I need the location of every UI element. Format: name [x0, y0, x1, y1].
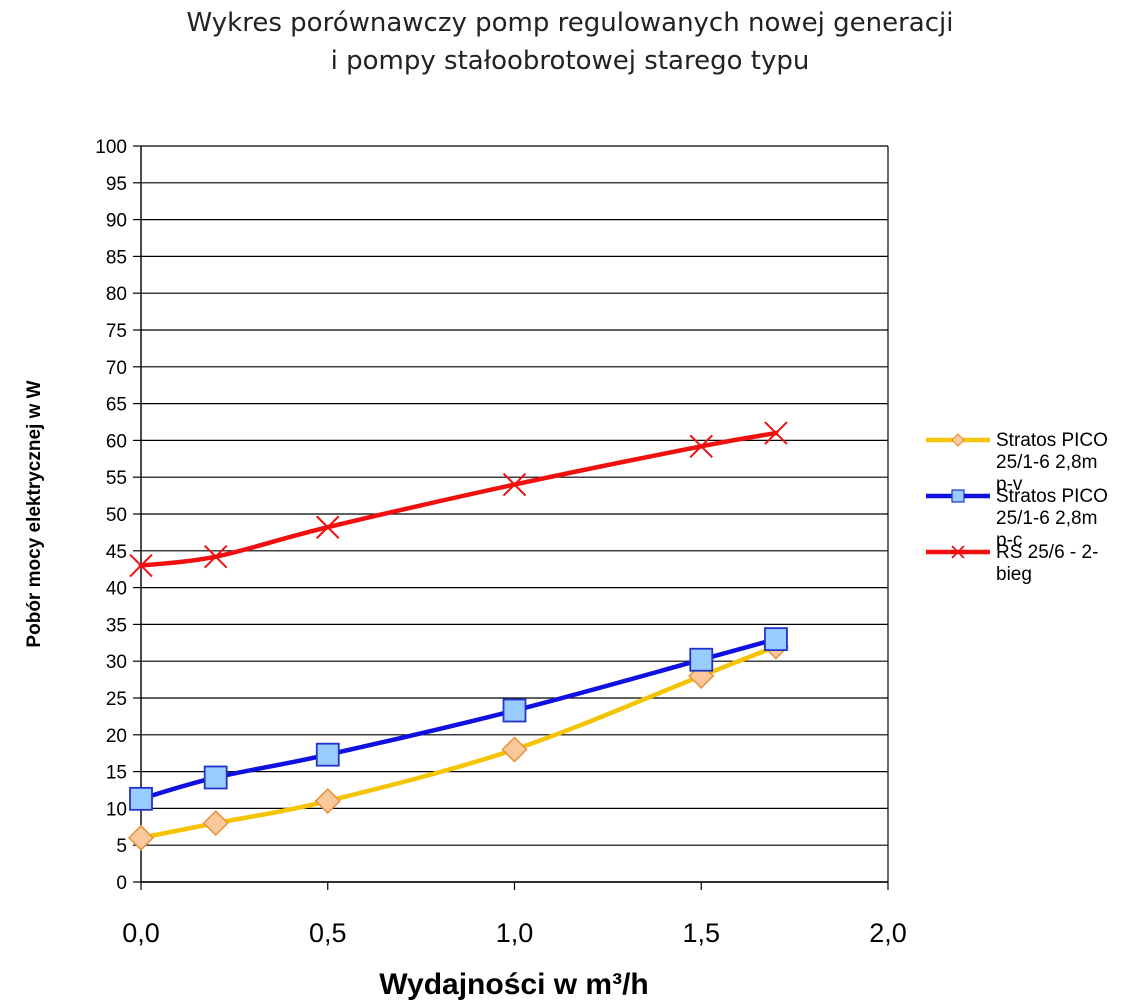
y-tick-label-60: 60	[106, 431, 127, 452]
legend-marker-0	[951, 433, 965, 447]
y-tick-label-30: 30	[106, 652, 127, 673]
y-tick-label-0: 0	[116, 873, 127, 894]
legend-label-1-line-0: Stratos PICO	[996, 486, 1108, 507]
series-2-point-1-stroke-b	[203, 544, 228, 569]
legend-label-1-line-2: p-c	[996, 530, 1022, 551]
series-line-1	[138, 636, 779, 802]
y-tick-label-85: 85	[106, 247, 127, 268]
series-2-point-2	[316, 515, 340, 539]
y-tick-label-50: 50	[106, 505, 127, 526]
chart-title-line-1: Wykres porównawczy pomp regulowanych now…	[186, 8, 954, 38]
chart-title: Wykres porównawczy pomp regulowanych now…	[0, 4, 1140, 80]
legend-marker-1	[951, 489, 965, 503]
y-tick-label-80: 80	[106, 284, 127, 305]
series-1-point-1	[203, 765, 228, 790]
series-2-point-4-stroke-b	[689, 434, 713, 458]
legend-label-0-line-2: p-v	[996, 474, 1023, 495]
series-0-point-2	[314, 787, 341, 815]
y-tick-label-65: 65	[106, 395, 127, 416]
x-axis-label: Wydajności w m³/h	[379, 968, 649, 1001]
legend-marker-2	[951, 545, 965, 559]
legend-label-0-line-0: Stratos PICO	[996, 430, 1108, 451]
y-tick-label-5: 5	[116, 836, 127, 857]
legend-label-0-line-1: 25/1-6 2,8m	[996, 452, 1097, 473]
y-tick-label-15: 15	[106, 763, 127, 784]
legend-entry-2: RS 25/6 - 2-bieg	[926, 542, 1098, 585]
series-1-point-5	[764, 627, 788, 652]
y-axis-label: Pobór mocy elektrycznej w W	[24, 380, 45, 647]
x-tick-labels: 0,0 0,5 1,0 1,5 2,0	[122, 918, 907, 948]
series-1-point-4	[689, 647, 714, 672]
chart-title-line-2: i pompy stałoobrotowej starego typu	[330, 46, 810, 76]
y-tick-label-90: 90	[106, 211, 127, 232]
x-tick-label-0: 0,0	[122, 918, 160, 948]
x-tick-label-1: 0,5	[309, 918, 347, 948]
legend-label-1-line-1: 25/1-6 2,8m	[996, 508, 1097, 529]
series-1-point-0	[129, 786, 153, 811]
series-line-0	[138, 644, 779, 841]
y-tick-label-35: 35	[106, 615, 127, 636]
axes	[133, 145, 889, 890]
series-0-point-0	[127, 824, 155, 851]
legend-label-2-line-0: RS 25/6 - 2-	[996, 542, 1098, 563]
series-markers	[127, 421, 790, 851]
legend-marker-2-b	[951, 545, 965, 559]
series-line-2	[138, 430, 779, 568]
y-tick-label-55: 55	[106, 468, 127, 489]
legend-label-2-line-1: bieg	[996, 564, 1032, 585]
x-tick-label-3: 1,5	[682, 918, 720, 948]
series-1-point-3	[502, 698, 527, 723]
series-2-point-5	[764, 421, 788, 445]
series-2-point-3-stroke-b	[502, 472, 527, 497]
series-2-point-1	[203, 544, 228, 569]
series-0-point-3	[501, 736, 528, 763]
x-tick-label-4: 2,0	[869, 918, 907, 948]
y-tick-label-20: 20	[106, 726, 127, 747]
y-tick-label-10: 10	[106, 799, 127, 820]
series-2-point-4	[689, 434, 713, 458]
y-tick-label-75: 75	[106, 321, 127, 342]
series-2-point-2-stroke-b	[316, 515, 340, 539]
series-1-point-2	[315, 742, 340, 767]
y-tick-label-100: 100	[95, 137, 127, 158]
y-tick-label-70: 70	[106, 358, 127, 379]
series-2-point-0-stroke-b	[129, 553, 153, 578]
y-tick-label-45: 45	[106, 542, 127, 563]
y-tick-labels: 0 5 10 15 20 25 30 35 40 45 50 55 60 65 70 75 80 85 90 95 10…	[95, 137, 127, 894]
series-0-point-1	[202, 810, 229, 837]
x-tick-label-2: 1,0	[496, 918, 534, 948]
y-tick-label-40: 40	[106, 579, 127, 600]
series-2-point-0	[129, 553, 153, 578]
series-2-point-3	[502, 472, 527, 497]
series-lines	[138, 430, 779, 841]
series-2-point-5-stroke-b	[764, 421, 788, 445]
y-tick-label-25: 25	[106, 689, 127, 710]
y-tick-label-95: 95	[106, 174, 127, 195]
grid-lines	[141, 145, 888, 883]
